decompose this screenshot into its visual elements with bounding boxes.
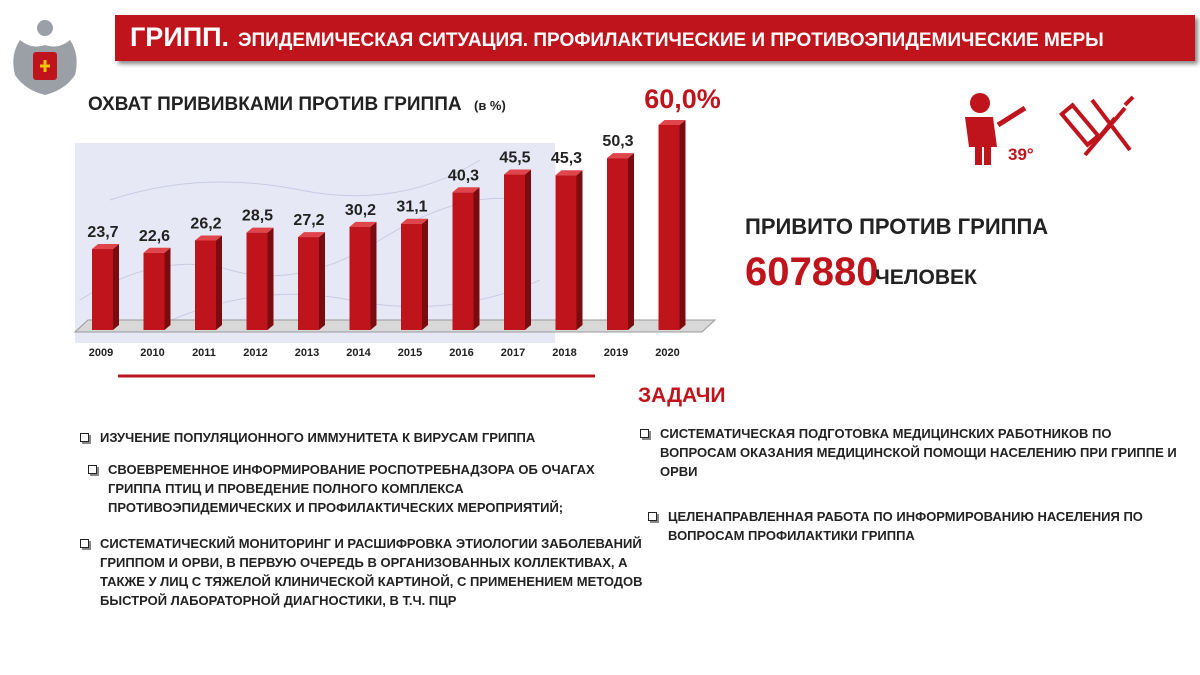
stats-label: ПРИВИТО ПРОТИВ ГРИППА [745, 214, 1049, 239]
data-label: 45,5 [499, 150, 530, 167]
bar [143, 252, 165, 330]
data-label: 26,2 [190, 215, 221, 232]
bar-side [679, 120, 686, 330]
bar-top [298, 232, 325, 238]
bar-top [658, 120, 686, 125]
x-tick-label: 2019 [604, 347, 628, 359]
x-tick-label: 2013 [295, 347, 319, 359]
bar-side [216, 235, 222, 330]
bar-top [246, 227, 274, 233]
bar-top [555, 170, 583, 176]
bar [504, 174, 525, 330]
data-label: 50,3 [602, 133, 633, 150]
bar-side [473, 187, 480, 330]
bar-top [504, 169, 531, 175]
bar [607, 158, 628, 330]
tasks-heading: ЗАДАЧИ [638, 384, 726, 407]
bar [246, 232, 268, 330]
x-tick-label: 2009 [89, 347, 113, 359]
bar [452, 192, 474, 330]
task-item: ИЗУЧЕНИЕ ПОПУЛЯЦИОННОГО ИММУНИТЕТА К ВИР… [78, 428, 660, 447]
x-tick-label: 2011 [192, 347, 216, 359]
x-tick-label: 2014 [346, 347, 371, 359]
bar-top [452, 187, 480, 193]
temperature: 39° [1008, 145, 1034, 164]
data-label: 23,7 [87, 224, 118, 241]
bar-top [401, 218, 428, 224]
bar [92, 249, 113, 330]
bar-top [92, 244, 119, 250]
task-item: СИСТЕМАТИЧЕСКАЯ ПОДГОТОВКА МЕДИЦИНСКИХ Р… [638, 424, 1180, 481]
header-subtitle: ЭПИДЕМИЧЕСКАЯ СИТУАЦИЯ. ПРОФИЛАКТИЧЕСКИЕ… [238, 30, 1104, 51]
chart-subtitle: (в %) [474, 98, 506, 113]
x-tick-label: 2020 [655, 347, 679, 359]
data-label: 40,3 [448, 167, 479, 184]
bar [658, 125, 680, 330]
bar [555, 175, 577, 330]
bar-top [607, 153, 634, 159]
bar-side [422, 218, 428, 330]
header-bar [115, 15, 1195, 61]
data-label: 31,1 [396, 199, 427, 216]
chart-floor [73, 319, 717, 333]
x-tick-label: 2018 [552, 347, 576, 359]
stats-unit: ЧЕЛОВЕК [875, 266, 977, 289]
bar-top [143, 247, 171, 253]
data-label: 45,3 [551, 150, 582, 167]
icon-sick [965, 93, 1027, 165]
task-item: ЦЕЛЕНАПРАВЛЕННАЯ РАБОТА ПО ИНФОРМИРОВАНИ… [646, 507, 1200, 545]
bar-top [195, 235, 222, 241]
data-label: 27,2 [293, 212, 324, 229]
emblem [13, 20, 77, 95]
bar-side [319, 232, 325, 330]
x-tick-label: 2017 [501, 347, 525, 359]
bar [195, 240, 216, 330]
bar-side [267, 227, 274, 330]
x-tick-label: 2016 [449, 347, 473, 359]
bar-side [113, 244, 119, 330]
data-label: 28,5 [242, 208, 273, 225]
bar-side [164, 247, 171, 330]
data-label: 22,6 [139, 228, 170, 245]
bar-side [576, 170, 583, 330]
stats-number: 607880 [745, 250, 879, 294]
task-item: СИСТЕМАТИЧЕСКИЙ МОНИТОРИНГ И РАСШИФРОВКА… [78, 534, 670, 610]
x-tick-label: 2015 [398, 347, 422, 359]
icon-syringe [1058, 95, 1135, 157]
header-title: ГРИПП. [130, 22, 229, 52]
data-label: 30,2 [345, 202, 376, 219]
data-label: 60,0% [644, 84, 721, 114]
bar [298, 237, 319, 330]
chart-title: ОХВАТ ПРИВИВКАМИ ПРОТИВ ГРИППА [88, 94, 462, 115]
bar [401, 223, 422, 330]
x-tick-label: 2012 [243, 347, 267, 359]
bar-side [628, 153, 634, 330]
bar-top [349, 221, 377, 227]
bar-side [370, 221, 377, 330]
x-tick-label: 2010 [140, 347, 164, 359]
bar [349, 226, 371, 330]
task-item: СВОЕВРЕМЕННОЕ ИНФОРМИРОВАНИЕ РОСПОТРЕБНА… [86, 460, 648, 517]
bar-side [525, 169, 531, 330]
